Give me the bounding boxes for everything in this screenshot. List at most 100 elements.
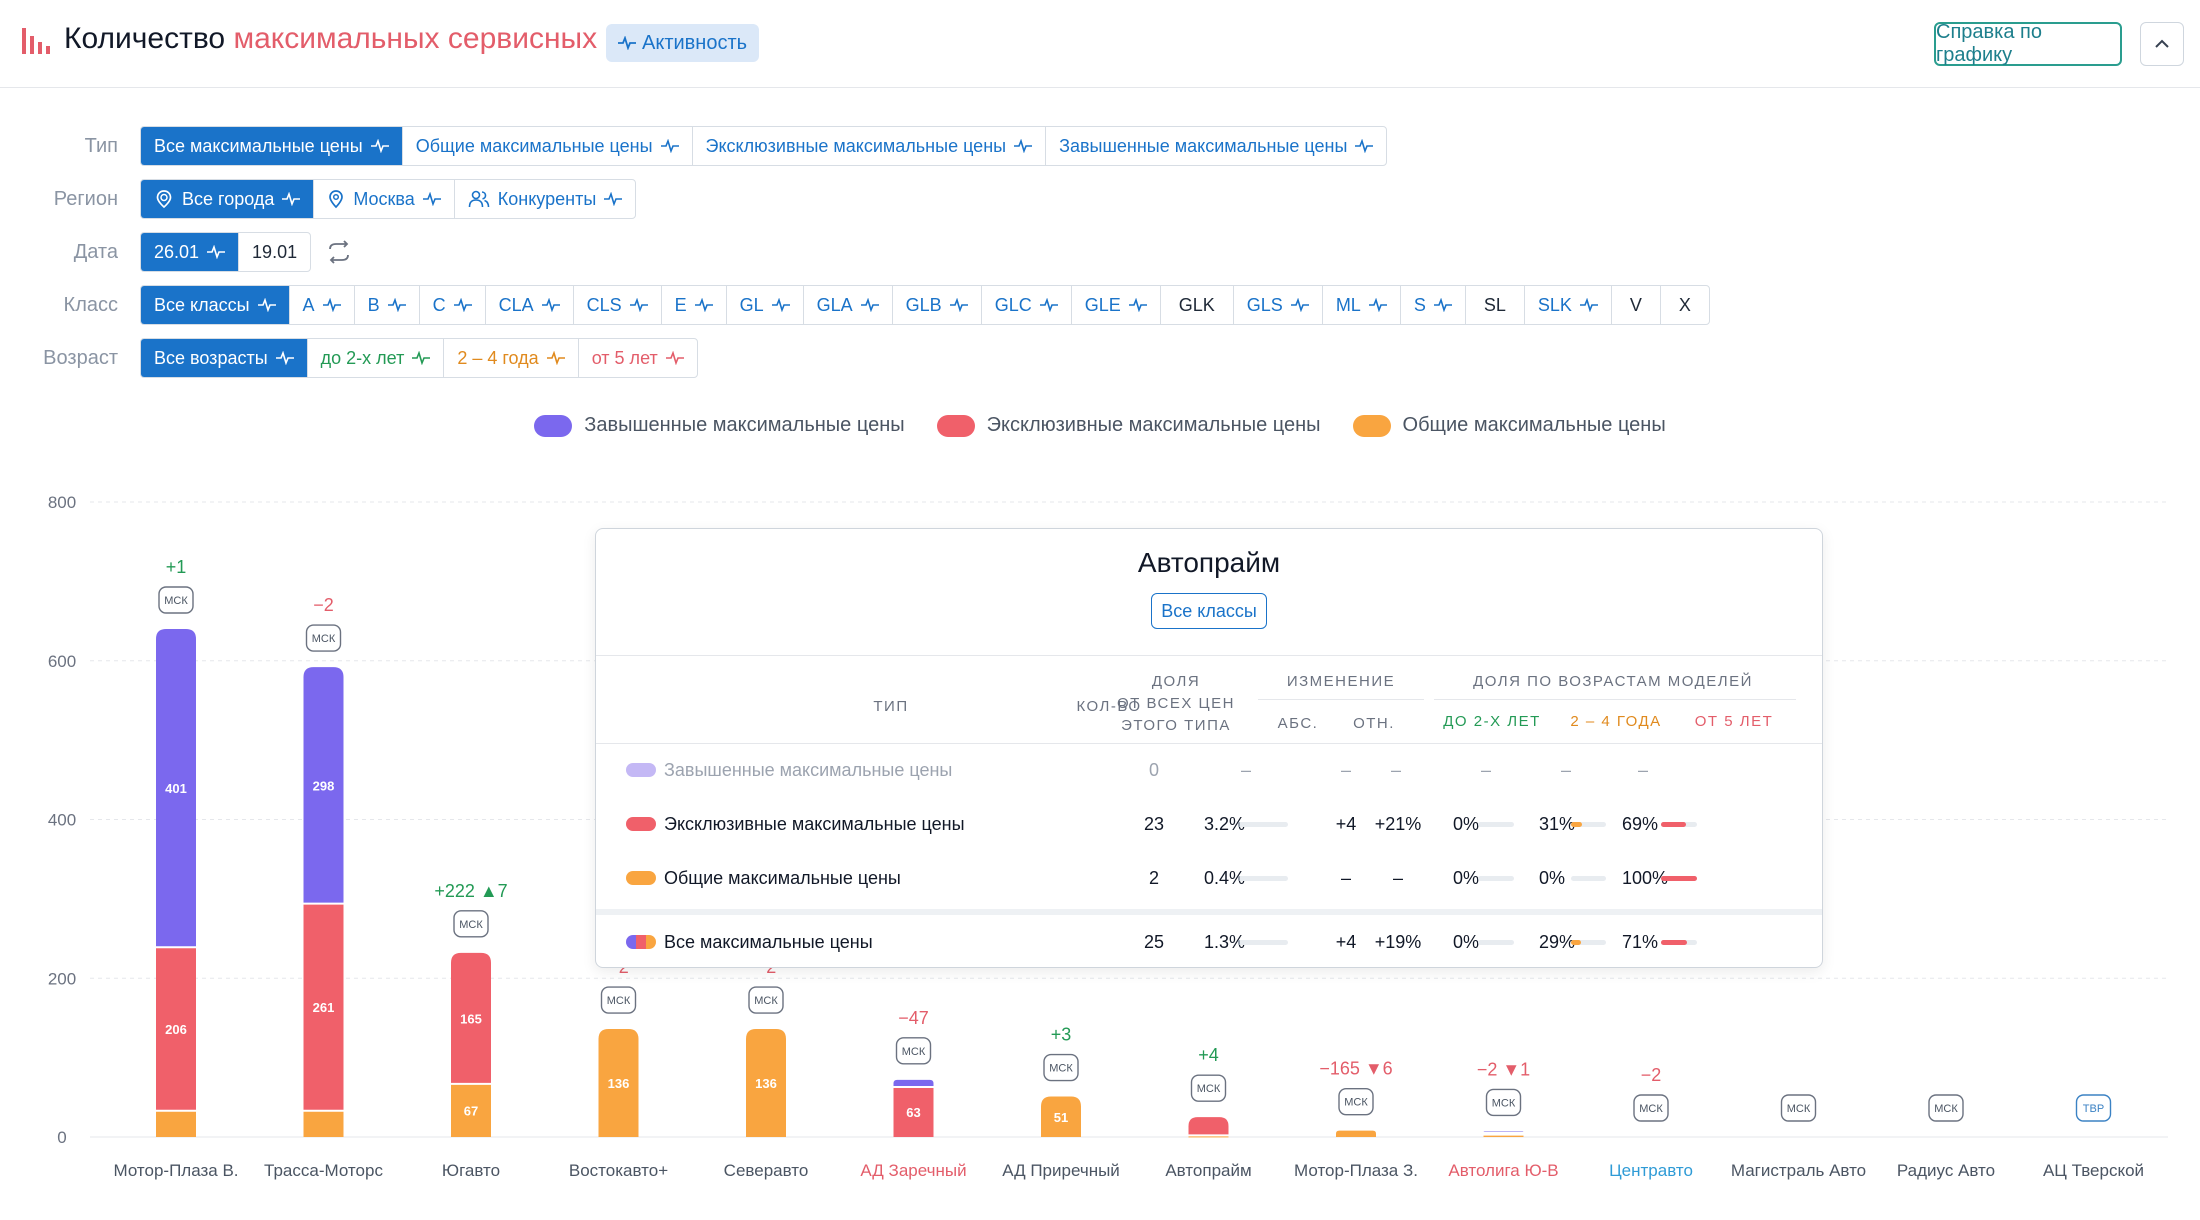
region-tag-box: [1338, 1087, 1374, 1116]
filter-region-group: Все города Москва Конкуренты: [140, 179, 637, 219]
region-tag: МСК: [1043, 1053, 1079, 1082]
row-type-name: Общие максимальные цены: [664, 868, 901, 888]
filter-class-x[interactable]: X: [1661, 286, 1709, 324]
option-label: GLC: [994, 294, 1032, 315]
filter-class-all[interactable]: Все классы: [141, 286, 290, 324]
option-label: 2 – 4 года: [457, 347, 539, 368]
x-category-label: АД Приречный: [1002, 1161, 1120, 1180]
pulse-icon: [1128, 298, 1147, 312]
activity-label: Активность: [642, 31, 748, 54]
pulse-icon: [282, 192, 301, 206]
region-tag-label: МСК: [1197, 1083, 1221, 1095]
bar-value-label: 261: [313, 1000, 335, 1015]
pulse-icon: [618, 36, 636, 50]
region-tag: МСК: [1485, 1088, 1522, 1117]
filter-class-glc[interactable]: GLC: [982, 286, 1072, 324]
region-tag-label: МСК: [1049, 1063, 1073, 1075]
tooltip-title: Автопрайм: [1137, 547, 1281, 578]
age-lt2-bar: [1478, 822, 1514, 827]
filter-class-b[interactable]: B: [355, 286, 420, 324]
share-bar-fill: [1661, 940, 1687, 945]
x-category-label: Автопрайм: [1165, 1161, 1251, 1180]
pulse-icon: [1368, 298, 1387, 312]
filter-class-a[interactable]: A: [290, 286, 355, 324]
filter-class-slk[interactable]: SLK: [1525, 286, 1612, 324]
option-label: GLS: [1246, 294, 1283, 315]
filter-class-v[interactable]: V: [1612, 286, 1661, 324]
row-type-name: Эксклюзивные максимальные цены: [664, 814, 965, 834]
filter-class-gle[interactable]: GLE: [1072, 286, 1161, 324]
filter-class-cls[interactable]: CLS: [574, 286, 662, 324]
series-swatch: [626, 763, 656, 777]
filter-class-glb[interactable]: GLB: [893, 286, 982, 324]
tooltip-divider: [596, 655, 1822, 656]
title-accent: максимальных сервисных цен: [233, 22, 656, 55]
age-gt5-bar: [1661, 940, 1697, 945]
filter-class-gl[interactable]: GL: [727, 286, 804, 324]
share-bar: [1238, 940, 1288, 945]
share-bar-fill: [1238, 940, 1240, 945]
legend-item-common[interactable]: Общие максимальные цены: [1352, 414, 1666, 437]
bar-segment: [1483, 1134, 1524, 1137]
region-tag: МСК: [158, 586, 194, 614]
filter-date-compare[interactable]: 19.01: [239, 233, 310, 271]
filter-class-glk[interactable]: GLK: [1161, 286, 1234, 324]
filter-region-all-cities[interactable]: Все города: [141, 180, 315, 218]
filter-age-all[interactable]: Все возрасты: [141, 339, 308, 377]
col-header-abs: АБС.: [1277, 715, 1319, 732]
activity-button[interactable]: Активность: [606, 24, 760, 62]
x-category-label: АД Заречный: [860, 1161, 966, 1180]
filter-class-c[interactable]: C: [420, 286, 486, 324]
filter-class-sl[interactable]: SL: [1466, 286, 1525, 324]
pulse-icon: [629, 298, 648, 312]
filter-region-competitors[interactable]: Конкуренты: [455, 180, 635, 218]
tooltip-class-badge[interactable]: Все классы: [1151, 593, 1267, 629]
pulse-icon: [1355, 139, 1374, 153]
region-tag-label: МСК: [164, 595, 188, 607]
filter-class-gla[interactable]: GLA: [804, 286, 893, 324]
filter-class-cla[interactable]: CLA: [486, 286, 574, 324]
x-category-label: Автолига Ю-В: [1448, 1161, 1558, 1180]
filter-class-ml[interactable]: ML: [1323, 286, 1401, 324]
row-share: 0.4%: [1204, 868, 1246, 888]
filter-type-all[interactable]: Все максимальные цены: [141, 127, 403, 165]
filter-age-lt2[interactable]: до 2-х лет: [308, 339, 445, 377]
filter-class-gls[interactable]: GLS: [1234, 286, 1323, 324]
bar-segment: [303, 667, 344, 904]
chart-header: Количество максимальных сервисных цен Ак…: [0, 0, 2200, 88]
filter-class-s[interactable]: S: [1401, 286, 1466, 324]
option-label: Эксклюзивные максимальные цены: [705, 135, 1007, 156]
swap-dates-icon[interactable]: [326, 240, 352, 264]
legend-label: Общие максимальные цены: [1402, 414, 1666, 436]
filter-age-2-4[interactable]: 2 – 4 года: [444, 339, 579, 377]
option-label: ML: [1335, 294, 1361, 315]
filter-type-exclusive[interactable]: Эксклюзивные максимальные цены: [693, 127, 1047, 165]
region-tag: МСК: [1780, 1094, 1817, 1122]
pulse-icon: [665, 351, 684, 365]
legend-item-inflated[interactable]: Завышенные максимальные цены: [534, 414, 905, 437]
filter-type-common[interactable]: Общие максимальные цены: [403, 127, 693, 165]
region-tag-label: МСК: [312, 633, 336, 645]
filter-age-gt5[interactable]: от 5 лет: [579, 339, 697, 377]
y-tick-label: 400: [48, 811, 76, 830]
tooltip-divider: [596, 743, 1822, 744]
legend-item-exclusive[interactable]: Эксклюзивные максимальные цены: [936, 414, 1321, 437]
filter-date-current[interactable]: 26.01: [141, 233, 240, 271]
chevron-up-icon: [2155, 39, 2169, 48]
help-button[interactable]: Справка по графику: [1934, 21, 2122, 66]
row-age-lt2: 0%: [1453, 868, 1480, 888]
filter-region-moscow[interactable]: Москва: [314, 180, 455, 218]
map-pin-icon: [329, 190, 344, 209]
region-tag-box: [305, 624, 342, 652]
option-label: CLS: [586, 294, 622, 315]
collapse-button[interactable]: [2140, 22, 2184, 66]
filter-class-e[interactable]: E: [662, 286, 727, 324]
option-label: 26.01: [154, 241, 200, 262]
row-age-lt2: 0%: [1453, 932, 1480, 952]
y-tick-label: 800: [48, 493, 76, 512]
filter-type-inflated[interactable]: Завышенные максимальные цены: [1046, 127, 1386, 165]
row-age-lt2: 0%: [1453, 814, 1480, 834]
page-title: Количество максимальных сервисных цен: [64, 22, 656, 56]
pulse-icon: [453, 298, 472, 312]
tooltip-row: Эксклюзивные максимальные цены 23 3.2% +4 +2…: [596, 797, 1822, 851]
